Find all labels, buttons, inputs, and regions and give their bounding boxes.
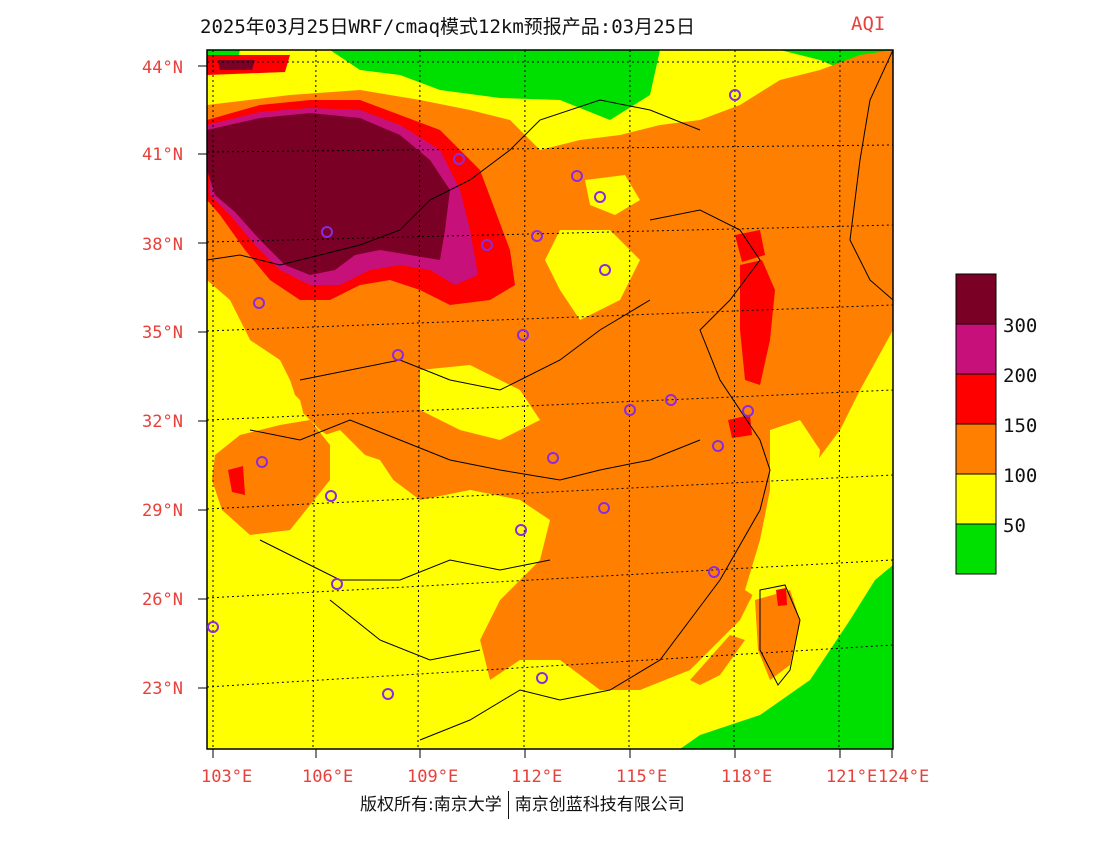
legend-swatch-good [955,523,997,575]
map-title: 2025年03月25日WRF/cmaq模式12km预报产品:03月25日 [200,16,695,38]
red-yellow-sea-plume [740,260,775,385]
lon-label: 103°E [201,767,252,787]
orange-south-sea-streak [690,635,745,685]
site-marker [392,349,404,361]
site-marker [256,456,268,468]
lon-label: 112°E [511,767,562,787]
latitude-labels: 44°N 41°N 38°N 35°N 32°N 29°N 26°N 23°N [142,58,183,699]
legend-swatch-hazardous [955,273,997,325]
lat-label: 35°N [142,323,183,343]
site-marker [571,170,583,182]
site-marker [708,566,720,578]
aqi-field [207,50,893,749]
lon-label: 118°E [721,767,772,787]
lat-label: 26°N [142,590,183,610]
legend-swatch-moderate [955,473,997,525]
yellow-beijing-gap [585,175,640,215]
lat-label: 32°N [142,412,183,432]
copyright-line: 版权所有:南京大学 南京创蓝科技有限公司 [360,790,685,819]
legend-tick-label: 150 [1003,415,1038,437]
lon-label: 115°E [616,767,667,787]
site-markers [207,89,754,700]
legend-swatch-very-unhealthy [955,323,997,375]
legend-tick-label: 200 [1003,365,1038,387]
site-marker [331,578,343,590]
yellow-coast-strip [745,420,820,600]
legend-tick-label: 300 [1003,315,1038,337]
legend-swatch-usg [955,423,997,475]
lat-label: 44°N [142,58,183,78]
site-marker [531,230,543,242]
legend-tick-label: 100 [1003,465,1038,487]
yellow-central-gap [420,365,540,440]
graticule [206,49,894,750]
legend-swatch-unhealthy [955,373,997,425]
orange-taiwan-strait [755,590,800,680]
site-marker [481,239,493,251]
copyright-owner: 版权所有:南京大学 [360,795,502,815]
lat-label: 38°N [142,235,183,255]
green-sea-southeast [680,565,893,749]
lon-ticks [212,749,893,758]
orange-sichuan-basin [212,420,330,535]
copyright-company: 南京创蓝科技有限公司 [514,795,685,815]
site-marker [382,688,394,700]
site-marker [517,329,529,341]
site-marker [729,89,741,101]
green-north-region [330,50,660,120]
boundary-lines [207,50,893,741]
red-taiwan-spot [776,588,787,606]
red-sichuan-spot [228,466,245,495]
longitude-labels: 103°E 106°E 109°E 112°E 115°E 118°E 121°… [201,767,929,787]
site-marker [536,672,548,684]
site-marker [515,524,527,536]
site-marker [665,394,677,406]
lat-label: 29°N [142,501,183,521]
product-label: AQI [851,13,886,35]
legend-colorbar [955,273,997,575]
lat-label: 23°N [142,679,183,699]
site-marker [599,264,611,276]
yellow-southwest-gap [207,300,545,749]
red-shandong-east [735,230,765,262]
site-marker [453,153,465,165]
lat-label: 41°N [142,145,183,165]
copyright-separator [507,791,509,819]
legend-tick-label: 50 [1003,515,1026,537]
site-marker [594,191,606,203]
lat-ticks [198,65,207,689]
site-marker [253,297,265,309]
site-marker [624,404,636,416]
lon-label: 121°E [826,767,877,787]
site-marker [742,405,754,417]
site-marker [321,226,333,238]
site-marker [325,490,337,502]
site-marker [712,440,724,452]
lon-label: 109°E [407,767,458,787]
site-marker [207,621,219,633]
lon-label: 106°E [302,767,353,787]
orange-south-coast [550,510,760,690]
map-frame [206,49,894,750]
site-marker [547,452,559,464]
lon-label: 124°E [878,767,929,787]
site-marker [598,502,610,514]
yellow-hebei-gap [545,230,640,320]
